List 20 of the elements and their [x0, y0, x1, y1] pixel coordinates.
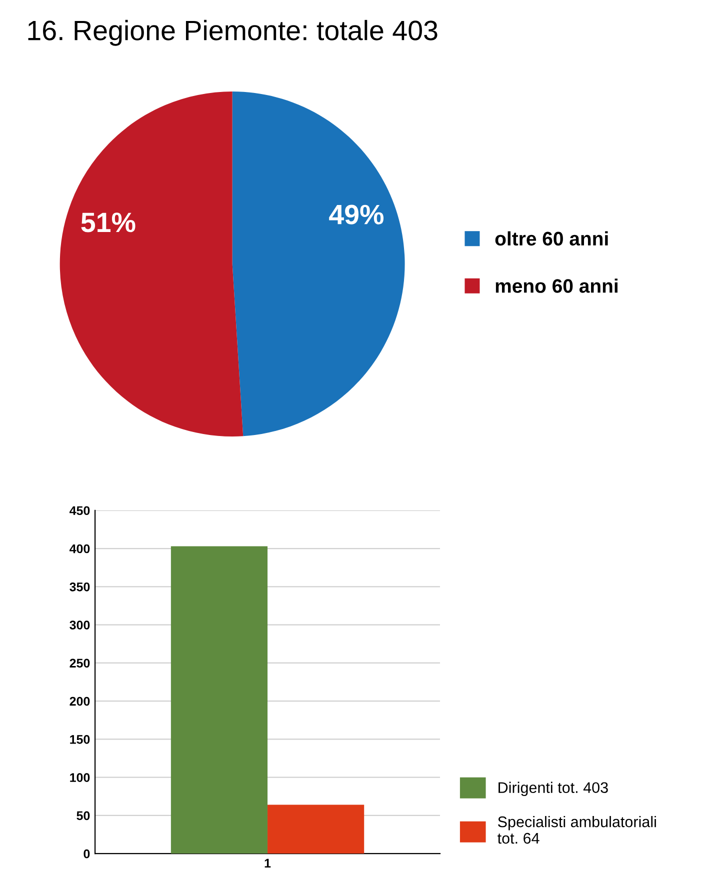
- chart-title: 16. Regione Piemonte: totale 403: [28, 20, 438, 46]
- y-tick-label: 250: [70, 658, 90, 668]
- data-label: 51%: [81, 212, 136, 232]
- y-tick-label: 350: [70, 582, 90, 592]
- data-label: 49%: [329, 204, 384, 224]
- pie-slice: [232, 92, 405, 436]
- y-tick-label: 0: [84, 849, 90, 858]
- legend-label: Specialisti ambulatoriali tot. 64: [498, 816, 656, 844]
- y-tick-label: 300: [70, 620, 90, 630]
- y-tick-label: 100: [70, 773, 90, 782]
- legend-label: oltre 60 anni: [495, 231, 608, 246]
- x-tick-label: 1: [264, 858, 271, 868]
- y-tick-label: 450: [70, 506, 90, 516]
- y-tick-label: 50: [76, 811, 90, 820]
- y-tick-label: 200: [70, 696, 90, 706]
- y-tick-label: 400: [70, 544, 90, 554]
- pie-slice: [60, 92, 244, 436]
- legend-label: meno 60 anni: [496, 278, 618, 293]
- legend-label: Dirigenti tot. 403: [498, 782, 608, 796]
- y-tick-label: 150: [70, 735, 90, 744]
